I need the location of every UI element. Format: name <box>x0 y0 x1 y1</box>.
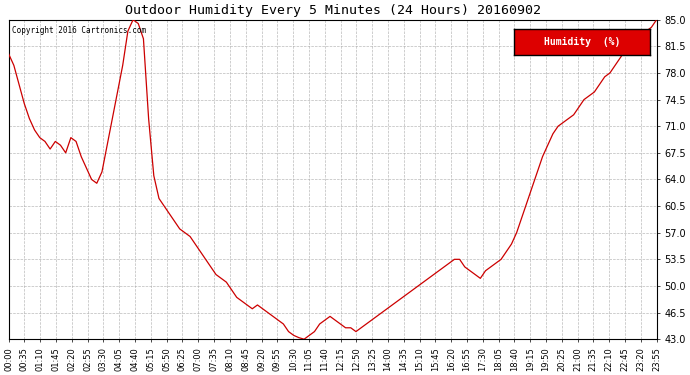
Title: Outdoor Humidity Every 5 Minutes (24 Hours) 20160902: Outdoor Humidity Every 5 Minutes (24 Hou… <box>125 4 541 17</box>
Text: Copyright 2016 Cartronics.com: Copyright 2016 Cartronics.com <box>12 26 146 35</box>
